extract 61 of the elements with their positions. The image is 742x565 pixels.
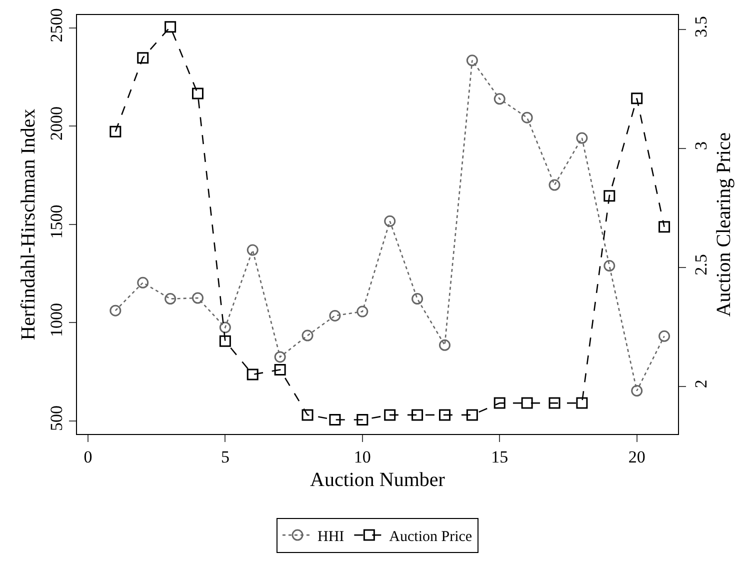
y-tick-label: 500 [47,406,66,432]
point [548,179,560,191]
point [412,409,424,421]
point [110,126,122,138]
point [274,364,286,376]
point [110,304,122,316]
point [274,351,286,363]
x-axis-title: Auction Number [310,468,446,491]
point [466,54,478,66]
point [137,276,149,288]
point [164,21,176,33]
point [521,397,533,409]
point [219,335,231,347]
point [604,260,616,272]
point [494,93,506,105]
x-tick-label: 10 [354,447,371,466]
x-tick-label: 15 [491,447,508,466]
y-tick-label: 1500 [47,204,66,239]
point [521,112,533,124]
point [219,322,231,334]
y2-tick-label: 2 [691,380,710,388]
point [329,310,341,322]
y-tick-label: 2500 [47,8,66,42]
point [466,409,478,421]
point [302,330,314,342]
point [137,52,149,64]
point [384,409,396,421]
point [494,397,506,409]
point [412,293,424,305]
x-tick-label: 0 [84,447,92,466]
y2-tick-label: 2.5 [691,254,710,276]
point [192,88,204,100]
point [356,414,368,426]
point [604,190,616,202]
point [329,414,341,426]
legend-label: Auction Price [389,528,472,545]
point [631,92,643,104]
point [576,132,588,144]
legend-label: HHI [318,528,344,545]
point [658,221,670,233]
y2-tick-label: 3.5 [691,16,710,38]
point [658,330,670,342]
point [438,339,450,351]
point [356,306,368,318]
x-tick-label: 20 [628,447,646,466]
point [164,293,176,305]
x-tick-label: 5 [220,447,230,466]
point [192,292,204,304]
point [548,397,560,409]
y-axis-title: Herfindahl-Hirschman Index [18,108,40,340]
point [246,368,258,380]
point [438,409,450,421]
y-tick-label: 2000 [47,106,66,140]
point [384,215,396,227]
point [576,397,588,409]
y2-axis-title: Auction Clearing Price [712,132,735,317]
point [302,409,314,421]
point [246,244,258,256]
y2-tick-label: 3 [691,142,710,150]
point [631,385,643,397]
y-tick-label: 1000 [47,303,66,338]
